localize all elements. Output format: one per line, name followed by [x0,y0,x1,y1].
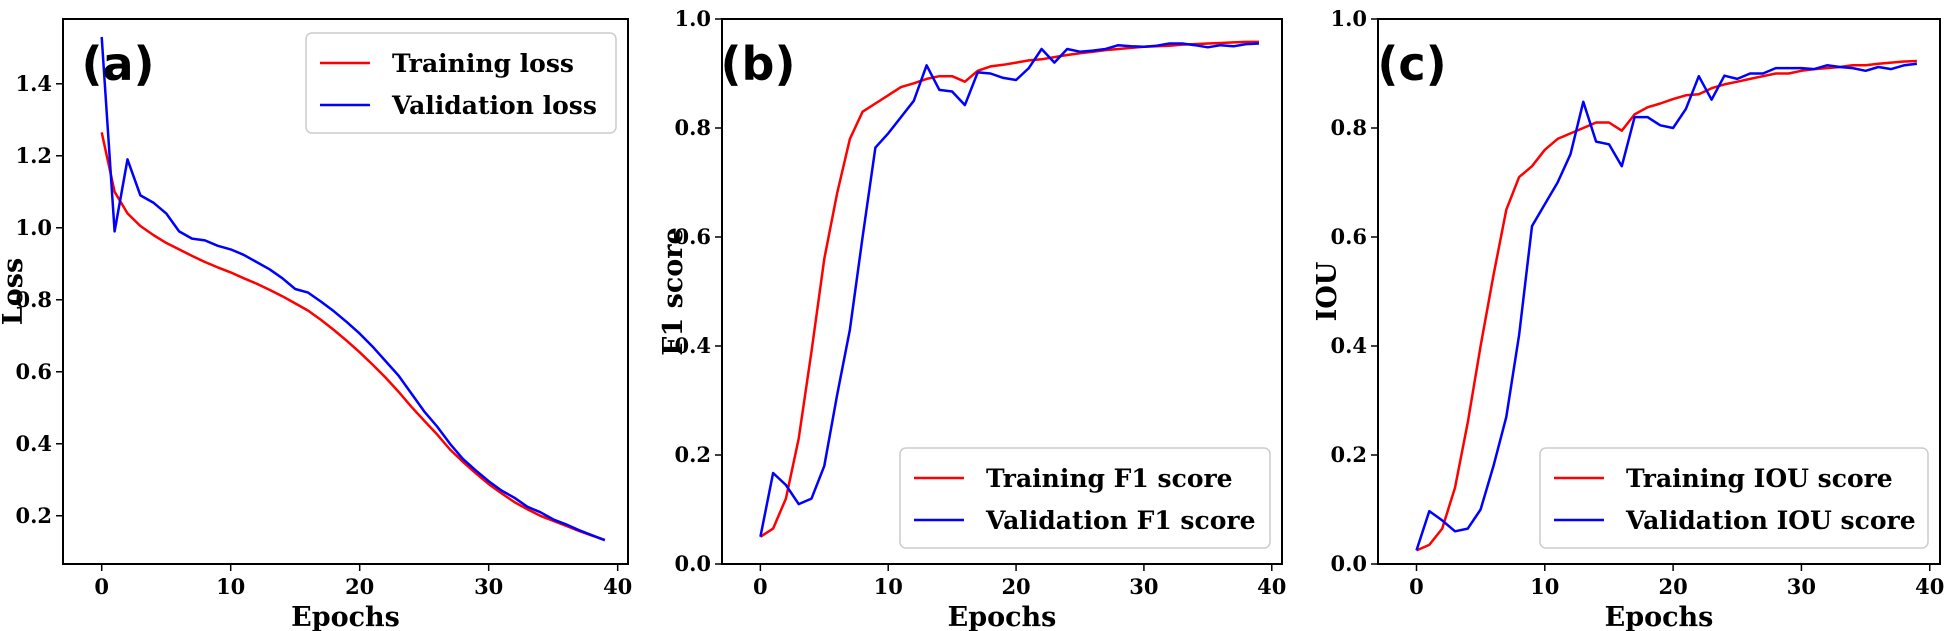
y-tick-label: 0.2 [15,503,52,528]
y-tick-label: 0.8 [1330,115,1367,140]
y-tick-label: 1.0 [1330,6,1367,31]
legend-entry: Training IOU score [1626,464,1893,493]
x-axis-label: Epochs [948,602,1057,631]
series-line-validation-loss [100,36,606,542]
x-tick-label: 0 [1409,574,1424,599]
series-line-training-loss [100,132,606,542]
y-tick-label: 0.4 [15,431,52,456]
x-tick-label: 40 [603,574,632,599]
x-tick-label: 40 [1915,574,1944,599]
panel-label: (a) [81,37,154,91]
y-tick-label: 0.2 [1330,442,1367,467]
y-tick-label: 0.4 [674,333,711,358]
x-tick-label: 40 [1257,574,1286,599]
y-axis-label: Loss [0,258,29,325]
x-tick-label: 0 [94,574,109,599]
y-tick-label: 1.4 [15,71,52,96]
x-tick-label: 20 [345,574,374,599]
x-tick-label: 10 [1530,574,1559,599]
panel-label: (c) [1377,37,1446,91]
x-tick-label: 30 [1129,574,1158,599]
series-line-training-iou-score [1416,59,1917,552]
series-line-validation-iou-score [1415,62,1918,551]
legend: Training loss Validation loss [305,32,617,134]
legend-entry: Validation loss [391,91,597,120]
y-tick-label: 0.6 [15,359,52,384]
x-tick-label: 30 [474,574,503,599]
plot-frame [62,18,629,565]
y-axis-label: IOU [1312,262,1343,322]
legend-box [899,447,1271,549]
plot-frame [1377,18,1941,565]
x-tick-label: 30 [1787,574,1816,599]
plot-frame [721,18,1283,565]
y-tick-label: 0.6 [674,224,711,249]
y-tick-label: 0.2 [674,442,711,467]
x-axis-label: Epochs [1605,602,1714,631]
legend-entry: Validation IOU score [1625,506,1916,535]
x-tick-label: 20 [1658,574,1687,599]
legend: Training F1 score Validation F1 score [899,447,1271,549]
legend-box [305,32,617,134]
y-tick-label: 0.0 [674,551,711,576]
legend-entry: Training F1 score [986,464,1233,493]
panel-label: (b) [721,37,796,91]
x-tick-label: 0 [753,574,768,599]
series-line-validation-f1-score [759,42,1260,538]
panel-b: 0 10 20 30 40 0.0 0.2 0.4 0.6 0.8 1.0 Epochs F1 scor… [658,6,1286,631]
panel-c: 0 10 20 30 40 0.0 0.2 0.4 0.6 0.8 1.0 Epochs IOU (c) T… [1312,6,1944,631]
y-tick-label: 1.2 [15,143,52,168]
y-tick-label: 0.6 [1330,224,1367,249]
y-tick-label: 0.8 [15,287,52,312]
y-tick-label: 0.4 [1330,333,1367,358]
panel-a: 0 10 20 30 40 0.2 0.4 0.6 0.8 1.0 1.2 1.4 Epochs Loss… [0,18,632,631]
y-tick-label: 0.0 [1330,551,1367,576]
legend-entry: Validation F1 score [985,506,1255,535]
legend-box [1539,447,1929,549]
legend: Training IOU score Validation IOU score [1539,447,1929,549]
x-tick-label: 20 [1001,574,1030,599]
series-line-training-f1-score [759,40,1259,538]
y-tick-label: 0.8 [674,115,711,140]
x-tick-label: 10 [874,574,903,599]
y-axis-label: F1 score [658,227,689,355]
x-tick-label: 10 [216,574,245,599]
y-tick-label: 1.0 [15,215,52,240]
x-axis-label: Epochs [291,602,400,631]
legend-entry: Training loss [392,49,574,78]
y-tick-label: 1.0 [674,6,711,31]
